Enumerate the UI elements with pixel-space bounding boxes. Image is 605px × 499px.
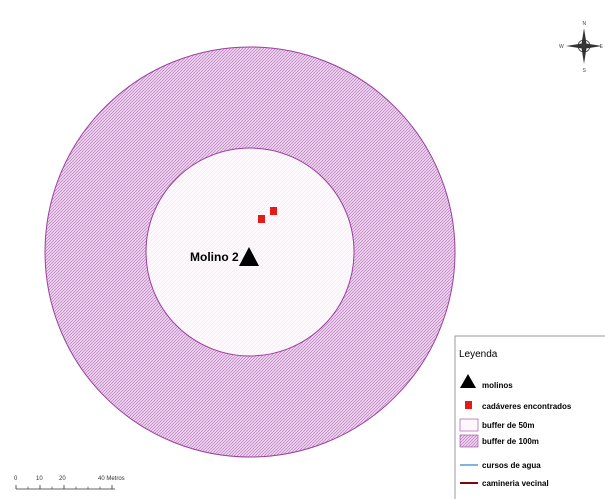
legend-item-label: cadáveres encontrados bbox=[482, 402, 572, 411]
site-label: Molino 2 bbox=[190, 250, 239, 264]
compass-south-label: S bbox=[583, 68, 587, 74]
scale-tick-label: 40 Metros bbox=[98, 476, 125, 482]
legend-title: Leyenda bbox=[459, 349, 498, 360]
legend-buffer-100-swatch bbox=[459, 434, 479, 448]
legend-item-label: camineria vecinal bbox=[482, 479, 549, 488]
legend-item-label: buffer de 50m bbox=[482, 421, 534, 430]
compass-north-label: N bbox=[583, 21, 587, 27]
carcass-marker[interactable] bbox=[258, 215, 265, 223]
legend-molino-triangle-icon bbox=[460, 374, 476, 388]
legend-item-label: buffer de 100m bbox=[482, 437, 539, 446]
compass-rose-icon: N S W E bbox=[559, 21, 604, 74]
legend-panel: Leyenda molinos cadáveres encontrados bu… bbox=[454, 335, 605, 499]
legend-buffer-50-swatch bbox=[459, 418, 479, 432]
compass-east-label: E bbox=[600, 44, 604, 50]
carcass-marker[interactable] bbox=[270, 207, 277, 215]
scale-tick-label: 20 bbox=[59, 476, 66, 482]
legend-item-label: molinos bbox=[482, 381, 513, 390]
legend-item-label: cursos de agua bbox=[482, 461, 541, 470]
compass-west-label: W bbox=[559, 44, 564, 50]
scale-tick-label: 10 bbox=[36, 476, 43, 482]
legend-red-square-icon bbox=[465, 401, 472, 409]
scale-bar: 0 10 20 40 Metros bbox=[14, 476, 125, 490]
scale-tick-label: 0 bbox=[14, 476, 18, 482]
molino-triangle-icon[interactable] bbox=[239, 247, 259, 266]
